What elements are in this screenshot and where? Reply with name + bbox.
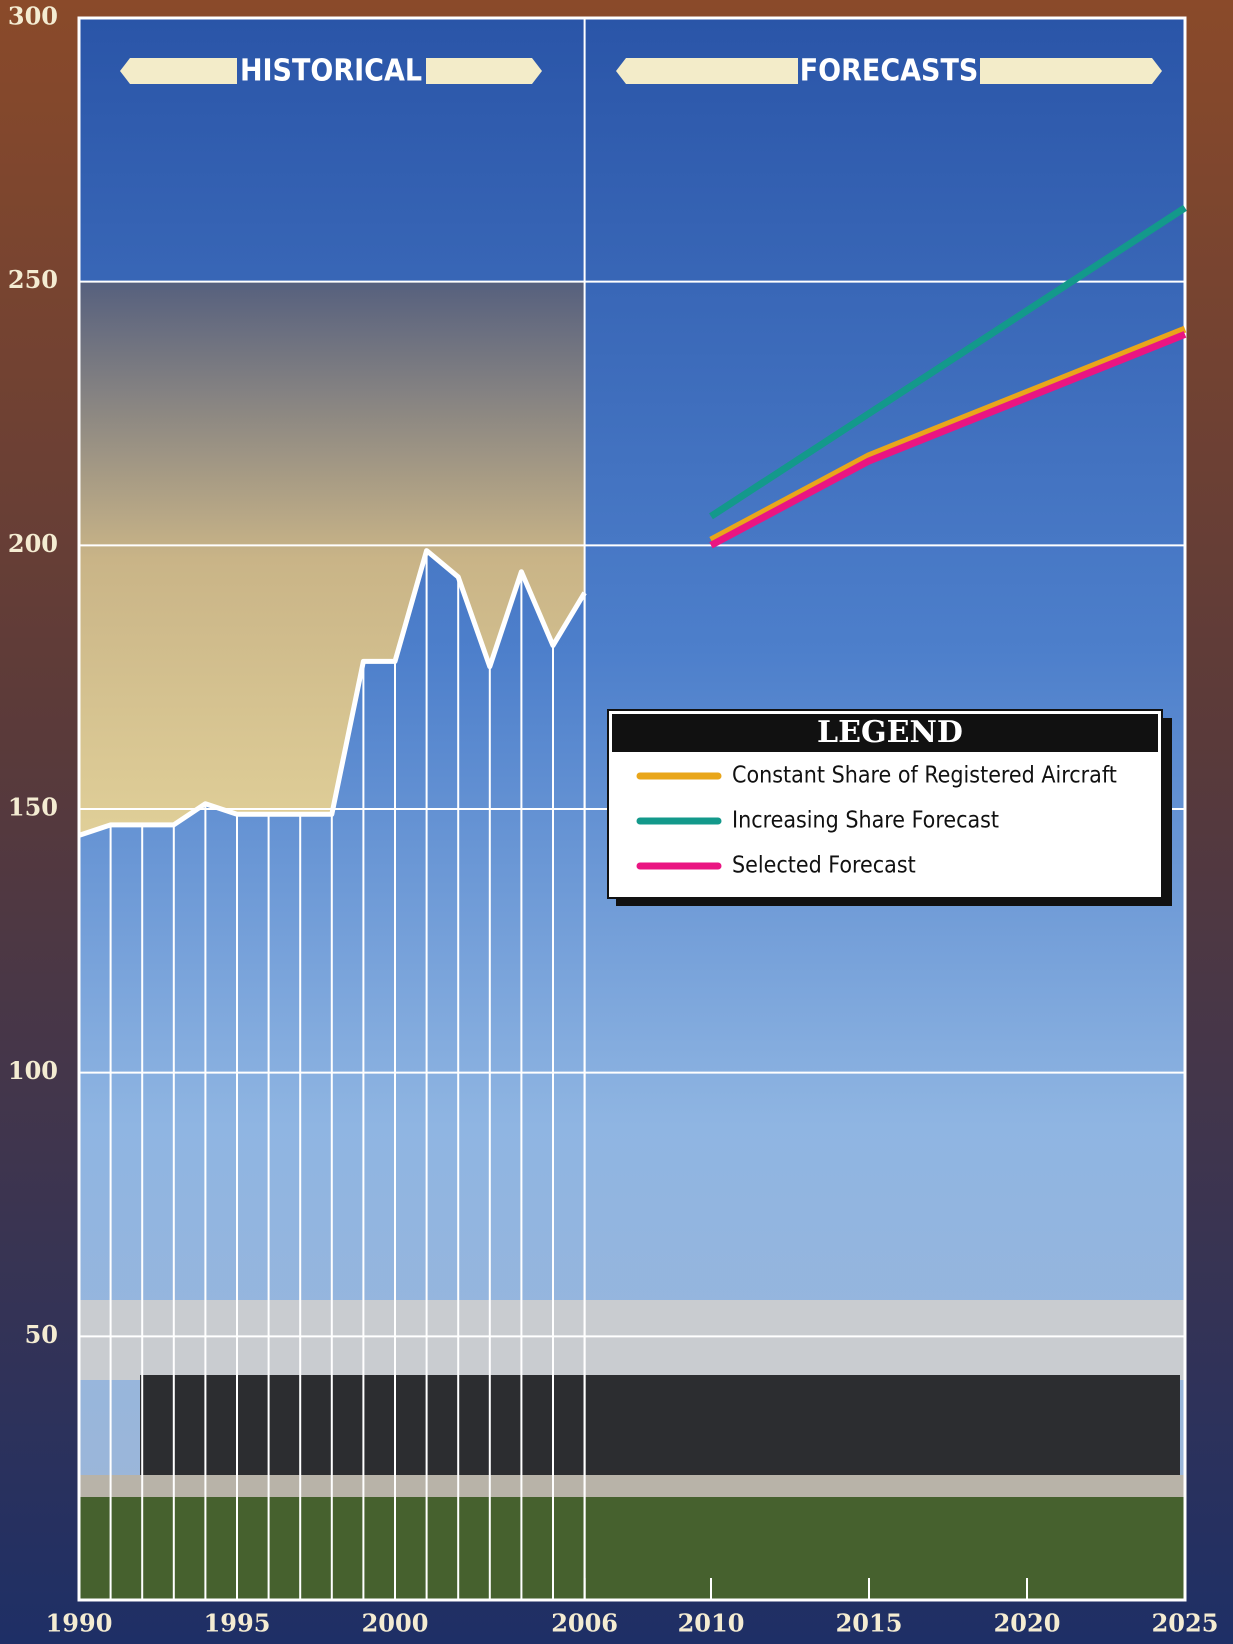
- x-tick-label: 2000: [362, 1609, 429, 1638]
- y-tick-label: 100: [8, 1056, 58, 1085]
- historical-banner: HISTORICAL: [120, 54, 542, 89]
- banner-arrow: [426, 58, 542, 84]
- legend-label: Selected Forecast: [732, 853, 916, 879]
- x-tick-label: 1990: [46, 1609, 113, 1638]
- x-tick-label: 2020: [994, 1609, 1061, 1638]
- forecast-banner: FORECASTS: [616, 54, 1162, 89]
- y-tick-label: 300: [8, 2, 58, 31]
- hangar: [79, 1300, 1185, 1380]
- banner-arrow: [616, 58, 798, 84]
- y-tick-label: 150: [8, 793, 58, 822]
- chart: HISTORICAL FORECASTS LEGEND Constant Sha…: [0, 0, 1233, 1644]
- legend: LEGEND Constant Share of Registered Airc…: [608, 710, 1172, 906]
- x-tick-label: 2015: [836, 1609, 903, 1638]
- banner-arrow: [120, 58, 237, 84]
- legend-label: Constant Share of Registered Aircraft: [732, 763, 1117, 789]
- period-label: HISTORICAL: [240, 54, 422, 89]
- y-tick-label: 250: [8, 265, 58, 294]
- legend-title: LEGEND: [817, 715, 963, 750]
- x-tick-label: 2010: [678, 1609, 745, 1638]
- x-tick-label: 2006: [551, 1609, 618, 1638]
- x-tick-label: 1995: [204, 1609, 271, 1638]
- period-label: FORECASTS: [800, 54, 979, 89]
- legend-label: Increasing Share Forecast: [732, 808, 999, 834]
- apron: [79, 1475, 1185, 1497]
- grass: [79, 1497, 1185, 1600]
- y-tick-label: 50: [25, 1320, 58, 1349]
- hangar-door: [140, 1375, 1180, 1475]
- y-tick-label: 200: [8, 529, 58, 558]
- banner-arrow: [980, 58, 1162, 84]
- x-tick-label: 2025: [1152, 1609, 1219, 1638]
